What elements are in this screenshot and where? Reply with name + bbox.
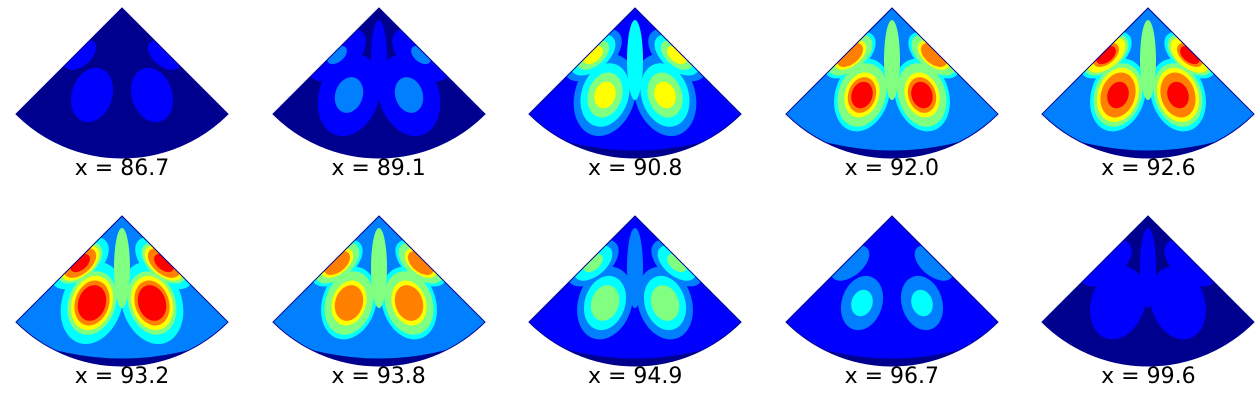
contour-lobe [850, 289, 873, 317]
contour-lobe [1167, 289, 1190, 317]
panel-caption: x = 89.1 [331, 156, 426, 181]
contour-panel: x = 92.0 [776, 0, 1008, 200]
sector-contour-plot [1041, 7, 1256, 159]
contour-lobe [1107, 81, 1130, 109]
contour-panel: x = 92.6 [1032, 0, 1260, 200]
contour-lobe [81, 81, 103, 109]
contour-stem [370, 228, 387, 308]
panel-caption: x = 99.6 [1101, 364, 1196, 389]
panel-caption: x = 93.2 [74, 364, 170, 389]
panel-caption: x = 93.8 [331, 364, 426, 389]
contour-panel: x = 86.7 [6, 0, 238, 200]
panel-caption: x = 92.0 [844, 156, 940, 181]
sector-contour-plot [785, 7, 999, 159]
sector-contour-plot [785, 215, 999, 367]
contour-lobe [141, 81, 163, 109]
contour-stem [114, 228, 130, 308]
contour-lobe [654, 289, 677, 317]
contour-panel: x = 94.9 [519, 208, 751, 408]
sector-outline [785, 215, 999, 367]
contour-lobe [594, 289, 617, 317]
sector-contour-plot [1041, 215, 1256, 367]
contour-stem [1140, 228, 1157, 308]
sector-contour-plot [271, 7, 486, 159]
panel-caption: x = 94.9 [587, 364, 683, 389]
contour-stem [114, 20, 130, 100]
panel-caption: x = 96.7 [844, 364, 940, 389]
panel-caption: x = 92.6 [1101, 156, 1196, 181]
sector-outline [15, 7, 229, 159]
contour-panel: x = 93.2 [6, 208, 238, 408]
sector-outline [1041, 215, 1256, 367]
contour-lobe [654, 81, 677, 109]
contour-panel: x = 89.1 [263, 0, 495, 200]
contour-stem [627, 228, 644, 308]
contour-stem [883, 20, 900, 100]
contour-panel: x = 90.8 [519, 0, 751, 200]
sector-contour-plot [528, 7, 742, 159]
sector-contour-plot [15, 215, 229, 367]
sector-outline [15, 215, 229, 367]
contour-panel: x = 93.8 [263, 208, 495, 408]
sector-contour-plot [528, 215, 742, 367]
contour-lobe [850, 81, 873, 109]
contour-stem [1140, 20, 1157, 100]
sector-outline [785, 7, 999, 159]
sector-contour-plot [15, 7, 229, 159]
contour-lobe [910, 289, 933, 317]
contour-lobe [337, 81, 360, 109]
contour-stem [370, 20, 387, 100]
panel-caption: x = 86.7 [74, 156, 170, 181]
sector-outline [528, 7, 742, 159]
contour-lobe [397, 81, 420, 109]
sector-outline [271, 7, 486, 159]
sector-outline [271, 215, 486, 367]
contour-lobe [1167, 81, 1190, 109]
contour-lobe [141, 289, 163, 317]
contour-lobe [594, 81, 617, 109]
contour-panel: x = 96.7 [776, 208, 1008, 408]
contour-lobe [397, 289, 420, 317]
contour-stem [883, 228, 900, 308]
contour-lobe [337, 289, 360, 317]
contour-lobe [81, 289, 103, 317]
sector-contour-plot [271, 215, 486, 367]
contour-lobe [1107, 289, 1130, 317]
sector-outline [528, 215, 742, 367]
contour-lobe [910, 81, 933, 109]
sector-outline [1041, 7, 1256, 159]
panel-caption: x = 90.8 [587, 156, 683, 181]
contour-stem [627, 20, 644, 100]
contour-panel: x = 99.6 [1032, 208, 1260, 408]
